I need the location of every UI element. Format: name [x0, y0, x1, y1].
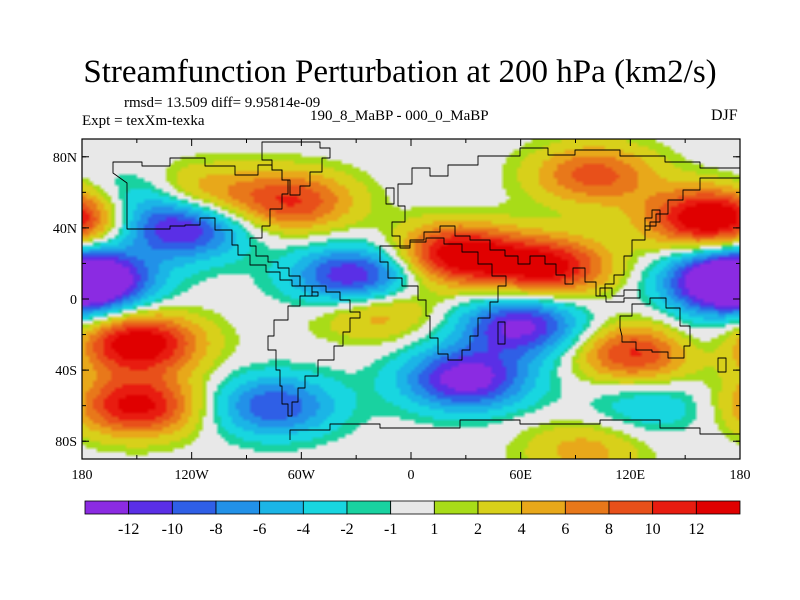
colorbar-label: -1 [384, 521, 397, 538]
y-tick-label: 0 [70, 293, 77, 308]
x-tick-label: 0 [408, 468, 415, 483]
colorbar-label: 8 [605, 521, 613, 538]
coastline-uk [385, 187, 395, 205]
colorbar-swatch [477, 500, 523, 515]
colorbar-label: 1 [430, 521, 438, 538]
chart-title: Streamfunction Perturbation at 200 hPa (… [83, 54, 717, 90]
colorbar-swatch [346, 500, 392, 515]
coastline-indonesia [599, 287, 641, 303]
y-tick-label: 80S [55, 435, 77, 450]
coastline-greenland [261, 141, 331, 196]
colorbar-label: -12 [118, 521, 139, 538]
coastline-north-america [112, 157, 319, 297]
coastline-madagascar [497, 321, 506, 345]
colorbar-label: -8 [209, 521, 222, 538]
colorbar-swatch [652, 500, 697, 515]
experiment-id-label: Expt = texXm-texka [82, 113, 205, 129]
experiment-difference-label: 190_8_MaBP - 000_0_MaBP [310, 108, 489, 124]
coastline-japan [644, 209, 661, 231]
colorbar-swatch [695, 500, 741, 515]
map-axes: 180 120W 60W 0 60E 120E 180 80N 40N 0 40S 80S [53, 139, 751, 483]
coastline-eurasia [391, 147, 741, 297]
colorbar-swatch [608, 500, 654, 515]
colorbar-swatch [215, 500, 261, 515]
season-label: DJF [711, 107, 738, 124]
continent-outlines [112, 141, 741, 440]
colorbar-label: 2 [474, 521, 482, 538]
y-tick-label: 80N [53, 151, 77, 166]
colorbar-swatch [390, 500, 435, 515]
coastline-australia [619, 297, 691, 359]
x-tick-label: 120W [175, 468, 210, 483]
x-tick-label: 180 [72, 468, 93, 483]
colorbar-label: 4 [518, 521, 526, 538]
x-tick-label: 60W [288, 468, 316, 483]
coastline-africa [379, 237, 507, 361]
coastline-new-zealand [717, 357, 727, 373]
colorbar-swatch [433, 500, 479, 515]
x-tick-label: 120E [616, 468, 646, 483]
colorbar-swatch [521, 500, 566, 515]
colorbar-label: 10 [645, 521, 661, 538]
colorbar-swatch [302, 500, 348, 515]
x-tick-label: 60E [509, 468, 532, 483]
rmsd-diff-stats: rmsd= 13.509 diff= 9.95814e-09 [124, 95, 321, 111]
colorbar-label: -6 [253, 521, 266, 538]
colorbar-label: -2 [340, 521, 353, 538]
colorbar-swatch [84, 500, 130, 515]
streamfunction-field [82, 139, 740, 459]
coastline-antarctica [289, 419, 740, 440]
colorbar-label: -4 [297, 521, 310, 538]
colorbar-label: 6 [561, 521, 569, 538]
x-tick-label: 180 [730, 468, 751, 483]
y-tick-label: 40S [55, 364, 77, 379]
colorbar-swatch [128, 500, 173, 515]
colorbar-swatch [259, 500, 304, 515]
coastline-south-america [267, 285, 361, 417]
y-tick-label: 40N [53, 222, 77, 237]
colorbar-swatch [171, 500, 217, 515]
colorbar-label: -10 [162, 521, 183, 538]
colorbar: -12 -10 -8 -6 -4 -2 -1 1 2 4 6 8 10 12 [84, 500, 741, 538]
colorbar-label: 12 [688, 521, 704, 538]
colorbar-swatch [564, 500, 610, 515]
